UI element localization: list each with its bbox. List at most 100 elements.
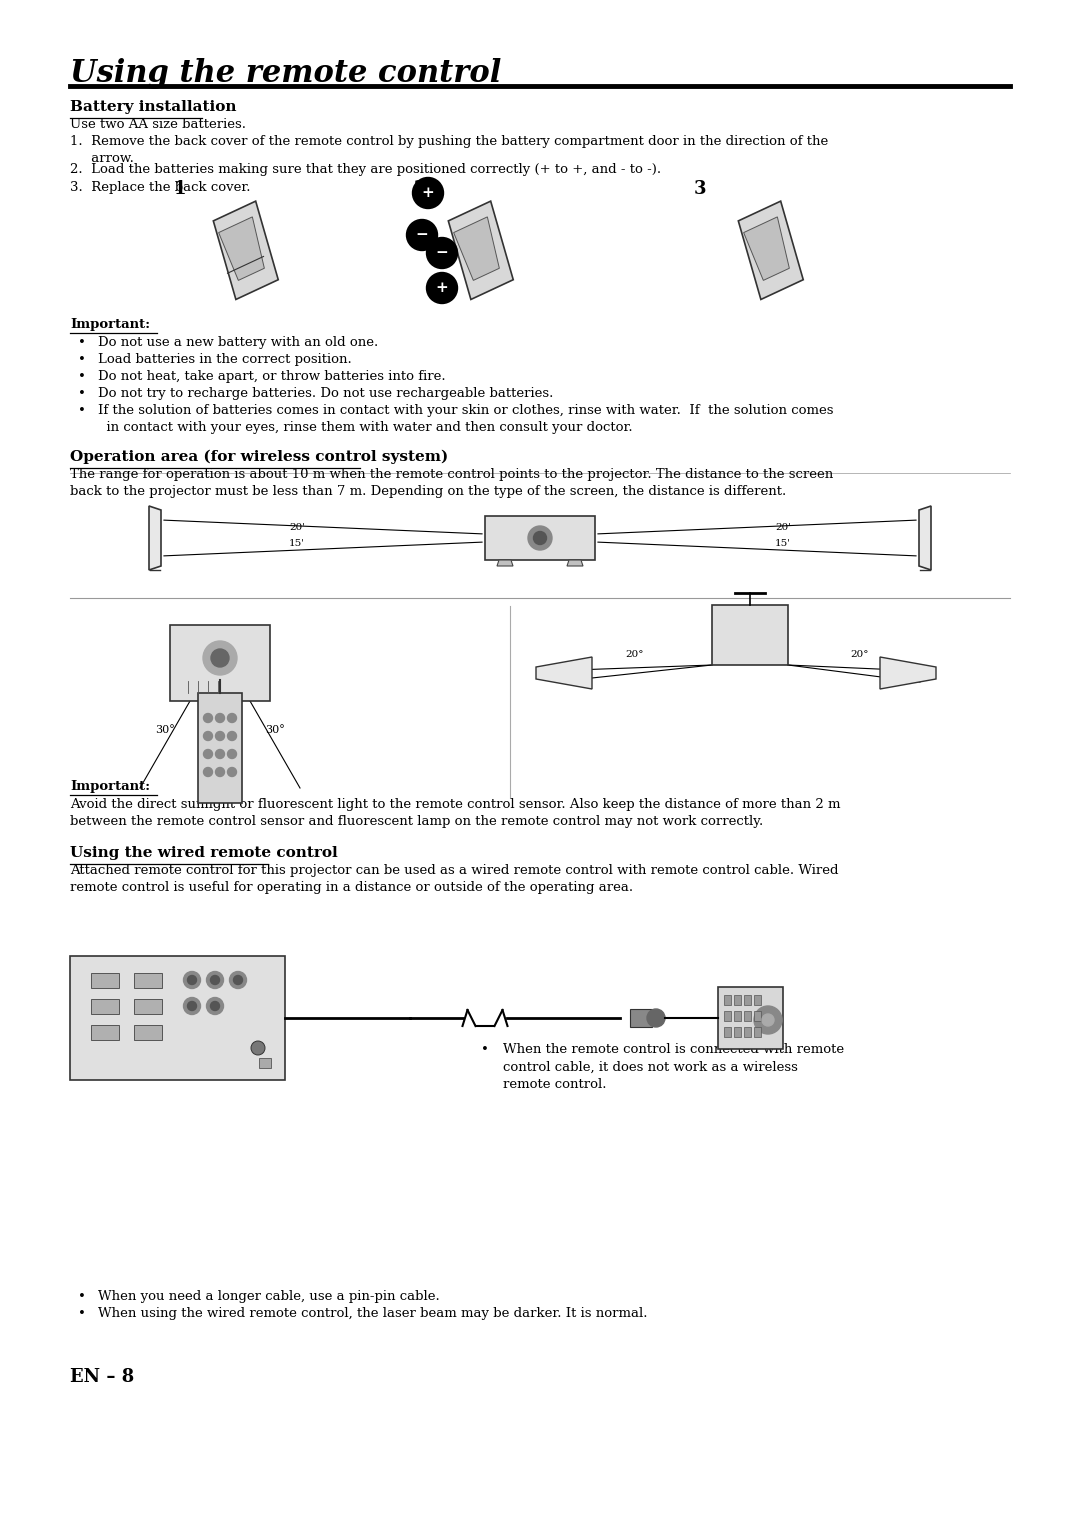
Circle shape	[647, 1008, 665, 1027]
Polygon shape	[91, 998, 119, 1013]
Polygon shape	[70, 957, 285, 1080]
Text: Do not use a new battery with an old one.: Do not use a new battery with an old one…	[98, 336, 378, 348]
Polygon shape	[717, 987, 783, 1050]
Circle shape	[754, 1005, 782, 1034]
Text: Operation area (for wireless control system): Operation area (for wireless control sys…	[70, 451, 448, 465]
Text: •: •	[78, 370, 86, 384]
Circle shape	[216, 767, 225, 776]
Text: EN – 8: EN – 8	[70, 1368, 134, 1386]
Polygon shape	[91, 1024, 119, 1039]
Circle shape	[406, 220, 437, 251]
Circle shape	[206, 972, 224, 989]
Text: When using the wired remote control, the laser beam may be darker. It is normal.: When using the wired remote control, the…	[98, 1306, 648, 1320]
Polygon shape	[134, 998, 162, 1013]
Text: +: +	[421, 186, 434, 200]
Circle shape	[188, 975, 197, 984]
Text: Important:: Important:	[70, 318, 150, 332]
Circle shape	[528, 526, 552, 550]
Text: 15': 15'	[289, 539, 305, 549]
Polygon shape	[744, 1012, 751, 1021]
Polygon shape	[134, 972, 162, 987]
Polygon shape	[497, 559, 513, 565]
Text: Using the wired remote control: Using the wired remote control	[70, 847, 338, 860]
Circle shape	[184, 972, 201, 989]
Circle shape	[211, 1001, 219, 1010]
Text: •: •	[481, 1044, 489, 1056]
Circle shape	[211, 649, 229, 668]
Text: •: •	[78, 1306, 86, 1320]
Text: 20': 20'	[289, 523, 305, 532]
Polygon shape	[724, 1012, 731, 1021]
Circle shape	[203, 767, 213, 776]
Text: Avoid the direct sunlight or fluorescent light to the remote control sensor. Als: Avoid the direct sunlight or fluorescent…	[70, 798, 840, 828]
Polygon shape	[744, 1027, 751, 1038]
Text: Important:: Important:	[70, 779, 150, 793]
Circle shape	[216, 750, 225, 758]
Text: 3.  Replace the back cover.: 3. Replace the back cover.	[70, 180, 251, 194]
Text: 15': 15'	[775, 539, 791, 549]
Text: +: +	[435, 281, 448, 295]
Circle shape	[203, 714, 213, 723]
Circle shape	[762, 1015, 774, 1025]
Circle shape	[188, 1001, 197, 1010]
Text: •: •	[78, 336, 86, 348]
Text: Do not try to recharge batteries. Do not use rechargeable batteries.: Do not try to recharge batteries. Do not…	[98, 387, 553, 400]
Circle shape	[228, 767, 237, 776]
Text: Attached remote control for this projector can be used as a wired remote control: Attached remote control for this project…	[70, 863, 838, 894]
Text: 20°: 20°	[625, 649, 645, 659]
Text: Use two AA size batteries.: Use two AA size batteries.	[70, 118, 246, 131]
Circle shape	[203, 750, 213, 758]
Text: 30°: 30°	[265, 724, 285, 735]
Text: −: −	[416, 228, 429, 241]
Circle shape	[216, 732, 225, 741]
Circle shape	[216, 714, 225, 723]
Text: If the solution of batteries comes in contact with your skin or clothes, rinse w: If the solution of batteries comes in co…	[98, 403, 834, 434]
Text: •: •	[78, 387, 86, 400]
Circle shape	[203, 642, 237, 675]
Circle shape	[427, 237, 458, 269]
Text: •: •	[78, 403, 86, 417]
Text: Load batteries in the correct position.: Load batteries in the correct position.	[98, 353, 352, 367]
Text: 20': 20'	[775, 523, 791, 532]
Polygon shape	[880, 657, 936, 689]
Polygon shape	[724, 995, 731, 1005]
Text: When you need a longer cable, use a pin-pin cable.: When you need a longer cable, use a pin-…	[98, 1290, 440, 1303]
Polygon shape	[259, 1057, 271, 1068]
Polygon shape	[149, 506, 161, 570]
Polygon shape	[214, 202, 279, 299]
Polygon shape	[919, 506, 931, 570]
Polygon shape	[91, 972, 119, 987]
Circle shape	[233, 975, 243, 984]
Text: When the remote control is connected with remote
control cable, it does not work: When the remote control is connected wit…	[503, 1044, 845, 1091]
Circle shape	[534, 532, 546, 544]
Polygon shape	[754, 1027, 761, 1038]
Polygon shape	[754, 1012, 761, 1021]
Circle shape	[211, 975, 219, 984]
Text: 20°: 20°	[851, 649, 869, 659]
Polygon shape	[734, 1012, 741, 1021]
Polygon shape	[134, 1024, 162, 1039]
Text: Battery installation: Battery installation	[70, 99, 237, 115]
Polygon shape	[485, 516, 595, 559]
Polygon shape	[744, 995, 751, 1005]
Polygon shape	[170, 625, 270, 701]
Text: 2: 2	[414, 180, 427, 199]
Text: −: −	[435, 246, 448, 260]
Circle shape	[427, 272, 458, 304]
Polygon shape	[739, 202, 804, 299]
Circle shape	[413, 177, 444, 208]
Circle shape	[184, 998, 201, 1015]
Text: Do not heat, take apart, or throw batteries into fire.: Do not heat, take apart, or throw batter…	[98, 370, 446, 384]
Polygon shape	[454, 217, 499, 280]
Text: 3: 3	[693, 180, 706, 199]
Polygon shape	[724, 1027, 731, 1038]
Polygon shape	[218, 217, 265, 280]
Text: Using the remote control: Using the remote control	[70, 58, 501, 89]
Circle shape	[251, 1041, 265, 1054]
Text: 1: 1	[174, 180, 186, 199]
Text: •: •	[78, 353, 86, 367]
Polygon shape	[734, 1027, 741, 1038]
Polygon shape	[198, 694, 242, 804]
Circle shape	[228, 714, 237, 723]
Circle shape	[229, 972, 246, 989]
